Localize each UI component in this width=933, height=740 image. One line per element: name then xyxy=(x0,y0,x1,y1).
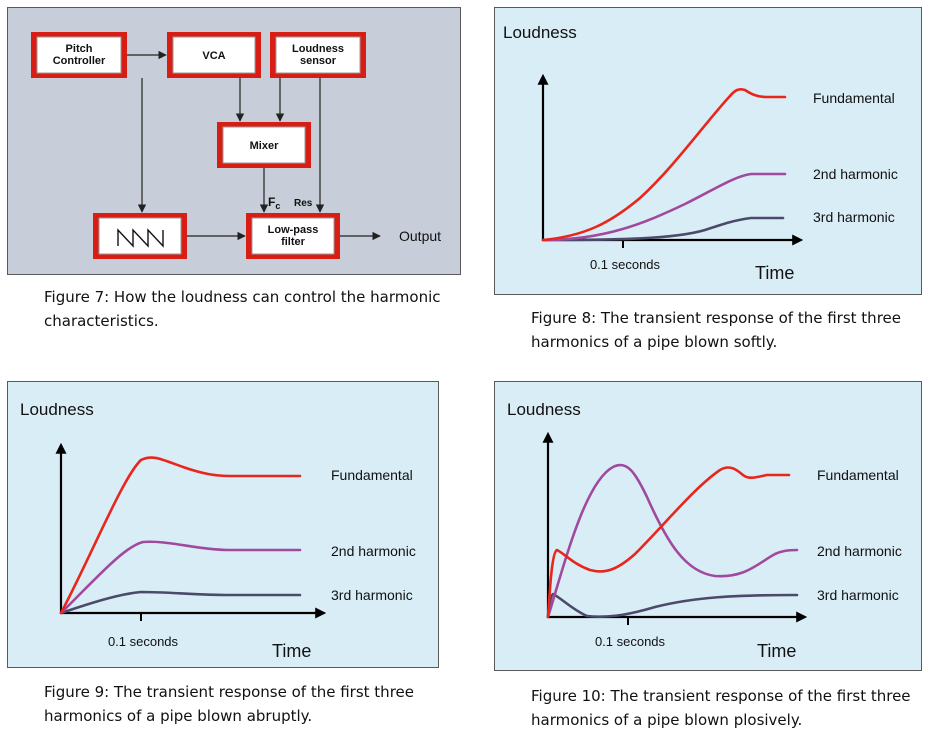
figure8-svg: Loudness 0.1 seconds Time Fundamental 2n… xyxy=(503,23,898,283)
figure10-caption-line-1: Figure 10: The transient response of the… xyxy=(531,687,911,705)
y-axis-title: Loudness xyxy=(507,400,581,419)
vca-label: VCA xyxy=(202,50,225,62)
figure9-plot: Loudness 0.1 seconds Time Fundamental 2n… xyxy=(7,381,439,668)
curve-2nd-harmonic xyxy=(59,540,302,615)
block-diagram-svg: Pitch Controller VCA Loudness sensor Mix… xyxy=(31,32,441,259)
figure10-caption: Figure 10: The transient response of the… xyxy=(531,684,911,732)
low-pass-filter-block: Low-pass filter xyxy=(246,213,340,259)
output-label: Output xyxy=(399,228,441,244)
figure8-plot: Loudness 0.1 seconds Time Fundamental 2n… xyxy=(494,7,922,295)
curve-fundamental xyxy=(546,466,791,619)
fc-label: Fc xyxy=(268,195,280,211)
figure9-caption-line-1: Figure 9: The transient response of the … xyxy=(44,683,414,701)
figure8-caption: Figure 8: The transient response of the … xyxy=(531,306,901,354)
series-label-2nd-harmonic: 2nd harmonic xyxy=(331,543,416,559)
x-tick-label: 0.1 seconds xyxy=(108,634,179,649)
series-label-fundamental: Fundamental xyxy=(813,90,895,106)
mixer-block: Mixer xyxy=(217,122,311,168)
series-label-2nd-harmonic: 2nd harmonic xyxy=(813,166,898,182)
loudness-sensor-label-1: Loudness xyxy=(292,43,344,55)
figure8-caption-line-2: harmonics of a pipe blown softly. xyxy=(531,333,778,351)
res-label: Res xyxy=(294,198,313,209)
mixer-label: Mixer xyxy=(250,140,279,152)
figure7-caption: Figure 7: How the loudness can control t… xyxy=(44,285,441,333)
low-pass-filter-label-1: Low-pass xyxy=(268,224,319,236)
vca-block: VCA xyxy=(167,32,261,78)
x-tick-label: 0.1 seconds xyxy=(590,257,661,272)
loudness-sensor-block: Loudness sensor xyxy=(270,32,366,78)
loudness-sensor-label-2: sensor xyxy=(300,55,337,67)
x-axis-title: Time xyxy=(757,641,796,661)
curve-2nd-harmonic xyxy=(546,463,799,619)
series-label-3rd-harmonic: 3rd harmonic xyxy=(331,587,413,603)
figure10-plot: Loudness 0.1 seconds Time Fundamental 2n… xyxy=(494,381,922,671)
sawtooth-oscillator-block xyxy=(93,213,187,259)
figure10-caption-line-2: harmonics of a pipe blown plosively. xyxy=(531,711,803,729)
x-tick-label: 0.1 seconds xyxy=(595,634,666,649)
series-label-fundamental: Fundamental xyxy=(331,467,413,483)
series-label-3rd-harmonic: 3rd harmonic xyxy=(813,209,895,225)
curve-2nd-harmonic xyxy=(541,172,787,242)
y-axis-title: Loudness xyxy=(20,400,94,419)
curve-fundamental xyxy=(541,87,787,242)
figure9-svg: Loudness 0.1 seconds Time Fundamental 2n… xyxy=(20,400,416,661)
series-label-fundamental: Fundamental xyxy=(817,467,899,483)
x-axis-title: Time xyxy=(272,641,311,661)
curve-3rd-harmonic xyxy=(59,590,302,615)
figure10-svg: Loudness 0.1 seconds Time Fundamental 2n… xyxy=(507,400,902,661)
figure7-caption-line-2: characteristics. xyxy=(44,312,159,330)
x-axis-title: Time xyxy=(755,263,794,283)
pitch-controller-label-2: Controller xyxy=(53,55,106,67)
curve-fundamental xyxy=(59,456,302,615)
pitch-controller-block: Pitch Controller xyxy=(31,32,127,78)
figure7-caption-line-1: Figure 7: How the loudness can control t… xyxy=(44,288,441,306)
y-axis-title: Loudness xyxy=(503,23,577,42)
sawtooth-wave-icon xyxy=(117,228,164,248)
series-label-2nd-harmonic: 2nd harmonic xyxy=(817,543,902,559)
figure9-caption: Figure 9: The transient response of the … xyxy=(44,680,414,728)
series-label-3rd-harmonic: 3rd harmonic xyxy=(817,587,899,603)
pitch-controller-label-1: Pitch xyxy=(66,43,93,55)
figure8-caption-line-1: Figure 8: The transient response of the … xyxy=(531,309,901,327)
figure9-caption-line-2: harmonics of a pipe blown abruptly. xyxy=(44,707,313,725)
curve-3rd-harmonic xyxy=(541,216,785,242)
curve-3rd-harmonic xyxy=(546,592,799,619)
figure7-block-diagram: Pitch Controller VCA Loudness sensor Mix… xyxy=(7,7,461,275)
low-pass-filter-label-2: filter xyxy=(281,236,306,248)
